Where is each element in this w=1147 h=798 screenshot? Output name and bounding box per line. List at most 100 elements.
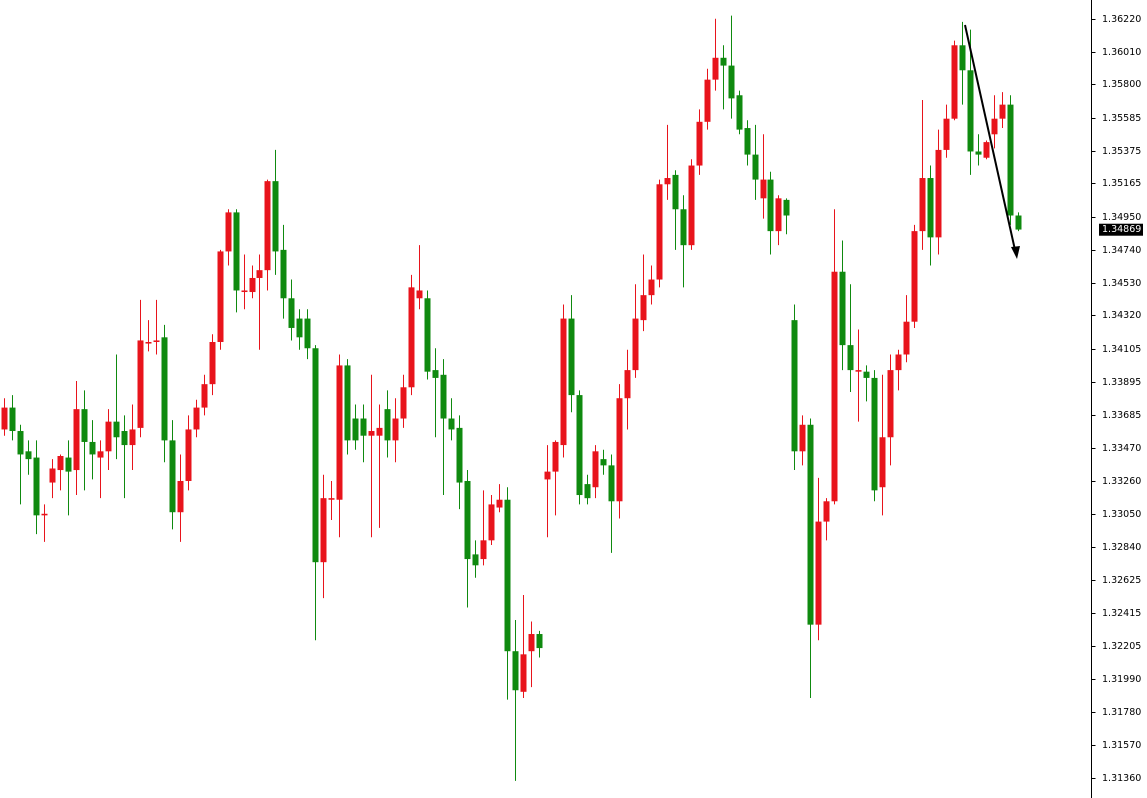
candle-body [648,279,655,296]
candle-body [312,348,319,563]
y-tick-label: 1.32415 [1102,608,1141,619]
candle-body [927,178,934,238]
candle-body [736,95,743,130]
candle-body [440,374,447,419]
candle-body [320,498,327,563]
last-price-box [1099,223,1143,236]
candle-body [552,441,559,472]
candles [1,15,1022,781]
candle-body [600,459,607,466]
candle-body [919,178,926,232]
candle-body [951,45,958,119]
candle-body [217,251,224,342]
candle-body [696,121,703,166]
candle-body [9,407,16,432]
candle-body [536,634,543,649]
candle-body [496,499,503,508]
candle-body [871,377,878,491]
candle-body [783,199,790,216]
candle-body [145,342,152,344]
candle-body [97,451,104,458]
candle-body [336,365,343,500]
y-tick-label: 1.33895 [1102,377,1141,388]
candle-body [472,554,479,566]
candle-body [480,540,487,560]
candle-body [887,370,894,438]
candle-body [791,320,798,452]
candle-body [25,451,32,460]
candle-body [161,337,168,441]
candle-body [264,181,271,271]
candle-body [775,198,782,232]
candle-body [328,498,335,500]
candle-body [935,149,942,238]
candle-body [767,179,774,232]
candle-body [113,421,120,438]
candle-body [488,504,495,541]
candle-body [744,128,751,155]
last-price-label: 1.34869 [1102,224,1141,235]
candle-body [704,79,711,122]
y-tick-label: 1.35800 [1102,79,1141,90]
candle-body [847,345,854,371]
candle-body [288,298,295,328]
candle-body [41,513,48,516]
candle-body [823,501,830,522]
candle-body [65,457,72,472]
candle-body [49,468,56,483]
candle-body [680,209,687,246]
candle-body [807,424,814,625]
candle-body [584,484,591,499]
candle-body [73,409,80,471]
y-tick-label: 1.35165 [1102,178,1141,189]
candle-body [1,407,8,430]
candle-body [201,384,208,408]
candle-body [752,154,759,180]
candle-body [177,480,184,513]
candle-body [424,298,431,372]
candle-body [129,429,136,446]
candle-body [943,118,950,150]
candle-body [400,387,407,419]
candle-body [688,165,695,246]
candle-body [512,651,519,691]
y-tick-label: 1.33260 [1102,476,1141,487]
candle-body [815,521,822,625]
y-tick-label: 1.34530 [1102,278,1141,289]
candle-body [672,174,679,210]
candle-body [193,407,200,430]
candle-body [520,654,527,692]
y-tick-label: 1.31360 [1102,773,1141,784]
candle-body [760,179,767,199]
price-axis: 1.36220 1.36010 1.35800 1.35585 1.35375 1.351… [1091,14,1143,784]
y-tick-label: 1.35375 [1102,146,1141,157]
candle-body [33,457,40,516]
candle-body [209,342,216,385]
candle-body [392,418,399,441]
candle-body [640,295,647,321]
candle-body [432,370,439,378]
candle-body [608,465,615,502]
candle-body [137,340,144,428]
candle-body [903,321,910,355]
candle-body [863,371,870,378]
candle-body [456,427,463,483]
candle-body [448,418,455,430]
candle-body [169,440,176,513]
candle-body [799,424,806,452]
trend-arrow-head [1011,246,1020,259]
candle-body [249,277,256,293]
candle-body [879,437,886,488]
candle-body [831,271,838,502]
candle-body [632,318,639,371]
candle-body [895,354,902,371]
candle-body [959,45,966,71]
y-tick-label: 1.33685 [1102,410,1141,421]
candle-body [839,271,846,346]
y-tick-label: 1.34105 [1102,344,1141,355]
candle-body [975,151,982,155]
candle-body [991,118,998,135]
candle-body [89,441,96,455]
candle-body [728,65,735,99]
